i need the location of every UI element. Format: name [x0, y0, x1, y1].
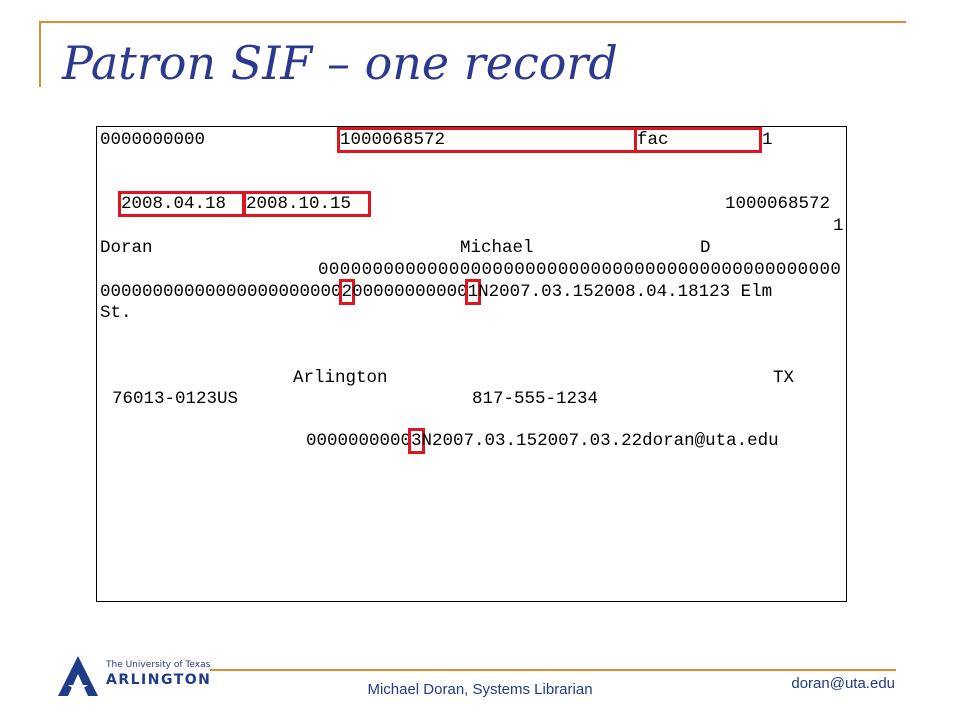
highlighted-field: 1000068572 [337, 127, 637, 153]
field: 0000000000000000000000000000000000000000… [318, 260, 842, 280]
presenter: Michael Doran, Systems Librarian [367, 681, 593, 698]
field: 0000000000 [306, 431, 412, 451]
field: Arlington [293, 368, 388, 388]
field: Michael [460, 238, 534, 258]
record-panel [96, 126, 847, 602]
field: 00000000000000000000000 [100, 282, 342, 302]
email: doran@uta.edu [791, 675, 895, 692]
field: N2007.03.152007.03.22doran@uta.edu [421, 431, 779, 451]
highlighted-field: 3 [408, 428, 425, 454]
field: TX [773, 368, 795, 388]
field: D [700, 238, 711, 258]
side-rule [39, 21, 41, 87]
highlighted-field: fac [634, 127, 762, 153]
logo-text: The University of Texas [106, 660, 211, 670]
field: 00000000000 [352, 282, 468, 302]
highlighted-field: 2 [338, 279, 355, 305]
field: 0000000000 [100, 130, 206, 150]
highlighted-field: 2008.04.18 [118, 191, 245, 217]
field: 76013-0123US [112, 389, 239, 409]
field: 817-555-1234 [472, 389, 599, 409]
footer-rule [210, 669, 896, 671]
slide-title: Patron SIF – one record [62, 36, 618, 90]
field: 1 [833, 216, 844, 236]
field: N2007.03.152008.04.18123 Elm [478, 282, 773, 302]
field: 1 [762, 130, 773, 150]
record-line: 0000000000 3 N2007.03.152007.03.22doran@ut… [306, 428, 779, 454]
highlighted-field: 2008.10.15 [243, 191, 371, 217]
field: 1000068572 [725, 194, 831, 214]
logo-mark [58, 656, 98, 696]
logo-text: ARLINGTON [106, 672, 212, 688]
record-line: 00000000000000000000000 2 00000000000 1 N200… [100, 279, 773, 305]
highlighted-field: 1 [464, 279, 481, 305]
field: Doran [100, 238, 153, 258]
top-rule [40, 21, 906, 23]
field: St. [100, 303, 132, 323]
